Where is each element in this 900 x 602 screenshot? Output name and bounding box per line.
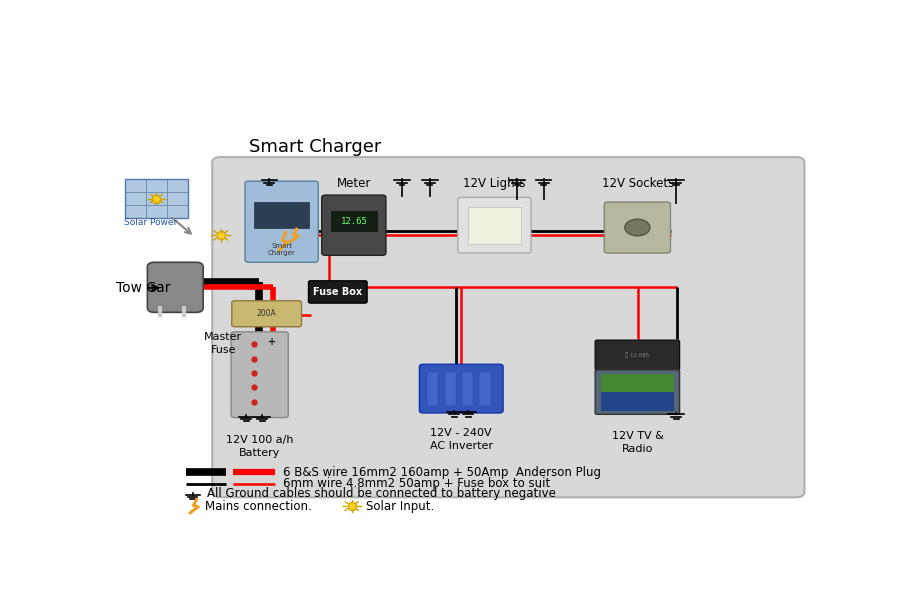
Bar: [601, 392, 674, 411]
Text: Master
Fuse: Master Fuse: [204, 332, 242, 355]
FancyBboxPatch shape: [232, 301, 302, 327]
Bar: [445, 372, 455, 406]
Text: 6 B&S wire 16mm2 160amp + 50Amp  Anderson Plug: 6 B&S wire 16mm2 160amp + 50Amp Anderson…: [284, 466, 601, 479]
Bar: [468, 206, 520, 244]
Circle shape: [625, 219, 650, 236]
Text: 200A: 200A: [256, 309, 276, 318]
FancyBboxPatch shape: [419, 364, 503, 413]
Bar: [428, 372, 438, 406]
FancyBboxPatch shape: [245, 181, 319, 262]
Text: 12V 100 a/h
Battery: 12V 100 a/h Battery: [226, 435, 293, 458]
Bar: [125, 179, 188, 219]
Text: Smart Charger: Smart Charger: [248, 138, 381, 156]
FancyBboxPatch shape: [604, 202, 670, 253]
FancyBboxPatch shape: [595, 340, 680, 370]
Text: Solar Power: Solar Power: [124, 219, 177, 228]
Text: 6mm wire 4.8mm2 50amp + Fuse box to suit: 6mm wire 4.8mm2 50amp + Fuse box to suit: [284, 477, 551, 491]
Text: Mains connection.: Mains connection.: [205, 500, 312, 513]
FancyBboxPatch shape: [322, 195, 386, 255]
FancyBboxPatch shape: [458, 197, 531, 253]
Text: Smart
Charger: Smart Charger: [268, 243, 295, 256]
Text: 12V - 240V
AC Inverter: 12V - 240V AC Inverter: [430, 428, 493, 452]
Text: Solar Input.: Solar Input.: [365, 500, 434, 513]
Text: Meter: Meter: [337, 178, 371, 190]
Text: All Ground cables should be connected to battery negative: All Ground cables should be connected to…: [207, 486, 555, 500]
FancyBboxPatch shape: [595, 370, 680, 414]
Text: 12.65: 12.65: [340, 217, 367, 226]
Text: 12V TV &
Radio: 12V TV & Radio: [612, 430, 663, 454]
FancyBboxPatch shape: [212, 157, 805, 497]
Bar: [462, 372, 473, 406]
Bar: [254, 202, 310, 228]
Text: 12V Sockets: 12V Sockets: [601, 178, 674, 190]
Text: 12V Lights: 12V Lights: [464, 178, 526, 190]
Bar: [601, 373, 674, 392]
Text: Fuse Box: Fuse Box: [313, 287, 363, 297]
FancyBboxPatch shape: [309, 281, 367, 303]
Bar: [331, 211, 377, 231]
Text: +: +: [268, 338, 276, 347]
Bar: [480, 372, 491, 406]
Bar: [601, 373, 674, 411]
Text: ⏺ 12.085: ⏺ 12.085: [626, 352, 650, 358]
FancyBboxPatch shape: [148, 262, 203, 312]
FancyBboxPatch shape: [231, 332, 288, 418]
Text: Tow Car: Tow Car: [116, 281, 170, 295]
